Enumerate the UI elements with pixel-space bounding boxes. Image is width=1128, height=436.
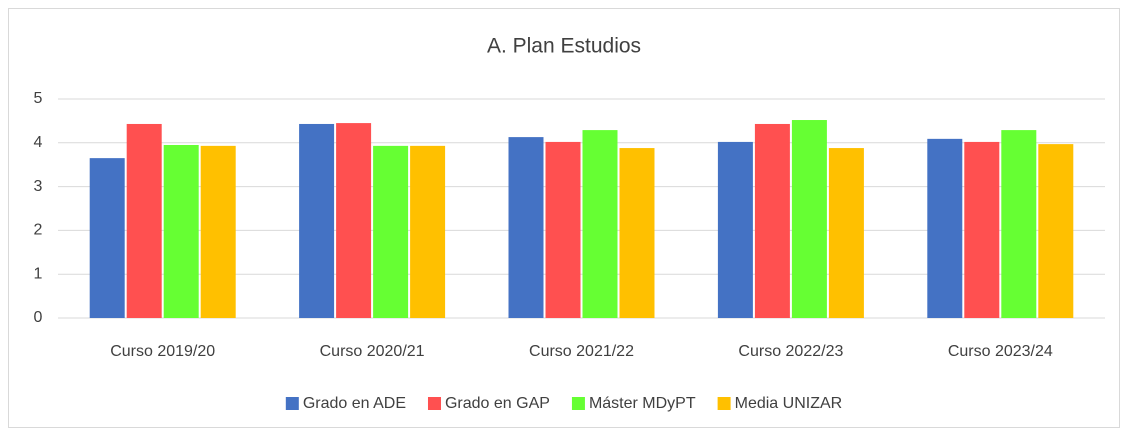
bar (200, 145, 236, 318)
bar (828, 148, 864, 318)
bar (545, 141, 581, 318)
y-tick-label: 1 (34, 265, 43, 282)
x-tick-label: Curso 2022/23 (738, 343, 843, 360)
y-tick-label: 5 (34, 90, 43, 107)
legend-swatch (571, 397, 585, 410)
legend-swatch (285, 397, 299, 410)
legend-label: Grado en GAP (445, 395, 550, 412)
bar (791, 120, 827, 318)
x-tick-label: Curso 2021/22 (529, 343, 634, 360)
bar (1038, 144, 1074, 318)
bar (508, 137, 544, 318)
bar (619, 148, 655, 318)
bar (582, 130, 618, 318)
legend-swatch (717, 397, 731, 410)
bar (126, 123, 162, 318)
legend-swatch (427, 397, 441, 410)
bar (717, 141, 753, 318)
legend-label: Máster MDyPT (589, 395, 696, 412)
x-tick-label: Curso 2020/21 (320, 343, 425, 360)
x-tick-label: Curso 2023/24 (948, 343, 1053, 360)
bar (1001, 130, 1037, 318)
bar (336, 123, 372, 318)
chart-title: A. Plan Estudios (487, 35, 641, 58)
legend-label: Media UNIZAR (735, 395, 843, 412)
y-tick-label: 2 (34, 222, 43, 239)
bar (964, 141, 1000, 318)
bar (927, 138, 963, 318)
bar (89, 158, 125, 318)
bar (299, 123, 335, 318)
bar (373, 145, 409, 318)
bar (410, 145, 446, 318)
x-tick-label: Curso 2019/20 (110, 343, 215, 360)
legend-label: Grado en ADE (303, 395, 406, 412)
bar (754, 123, 790, 318)
y-tick-label: 3 (34, 178, 43, 195)
bar (163, 144, 199, 318)
y-tick-label: 0 (34, 309, 43, 326)
y-tick-label: 4 (34, 134, 43, 151)
